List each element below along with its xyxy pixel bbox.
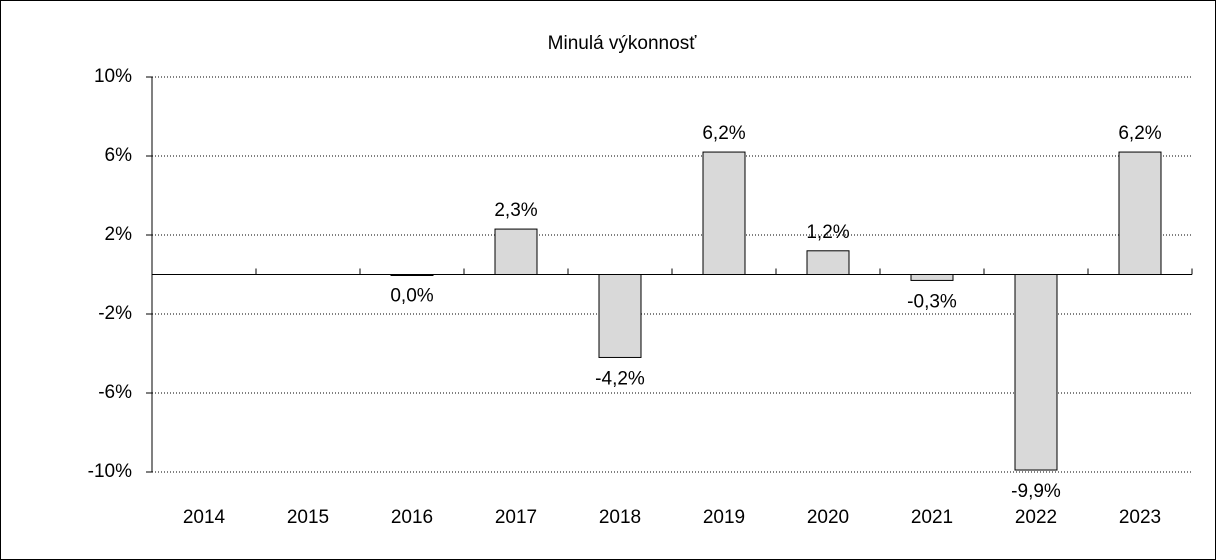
y-tick-label: 2% [105, 224, 133, 245]
value-label: -9,9% [1011, 481, 1061, 502]
x-tick-label: 2018 [599, 507, 641, 528]
y-tick-label: -10% [88, 461, 132, 482]
value-label: 0,0% [390, 286, 433, 307]
value-label: -4,2% [595, 368, 645, 389]
bar [390, 274, 434, 276]
bar [806, 250, 850, 276]
chart-title: Minulá výkonnosť [548, 33, 698, 54]
value-label: 6,2% [1118, 123, 1161, 144]
y-tick-label: 10% [94, 66, 132, 87]
bar [910, 274, 954, 281]
value-label: -0,3% [907, 291, 957, 312]
y-tick-label: -2% [98, 303, 132, 324]
x-tick-label: 2023 [1119, 507, 1161, 528]
bar [598, 274, 642, 358]
x-tick-label: 2019 [703, 507, 745, 528]
value-label: 2,3% [494, 200, 537, 221]
bar [1014, 274, 1058, 471]
x-tick-label: 2022 [1015, 507, 1057, 528]
bar [702, 151, 746, 275]
x-tick-label: 2020 [807, 507, 849, 528]
value-label: 1,2% [806, 222, 849, 243]
x-tick-label: 2021 [911, 507, 953, 528]
y-tick-label: -6% [98, 382, 132, 403]
value-label: 6,2% [702, 123, 745, 144]
x-tick-label: 2017 [495, 507, 537, 528]
x-tick-label: 2015 [287, 507, 329, 528]
bar [494, 228, 538, 275]
x-tick-label: 2014 [183, 507, 226, 528]
bar [1118, 151, 1162, 275]
x-tick-label: 2016 [391, 507, 433, 528]
y-tick-label: 6% [105, 145, 133, 166]
